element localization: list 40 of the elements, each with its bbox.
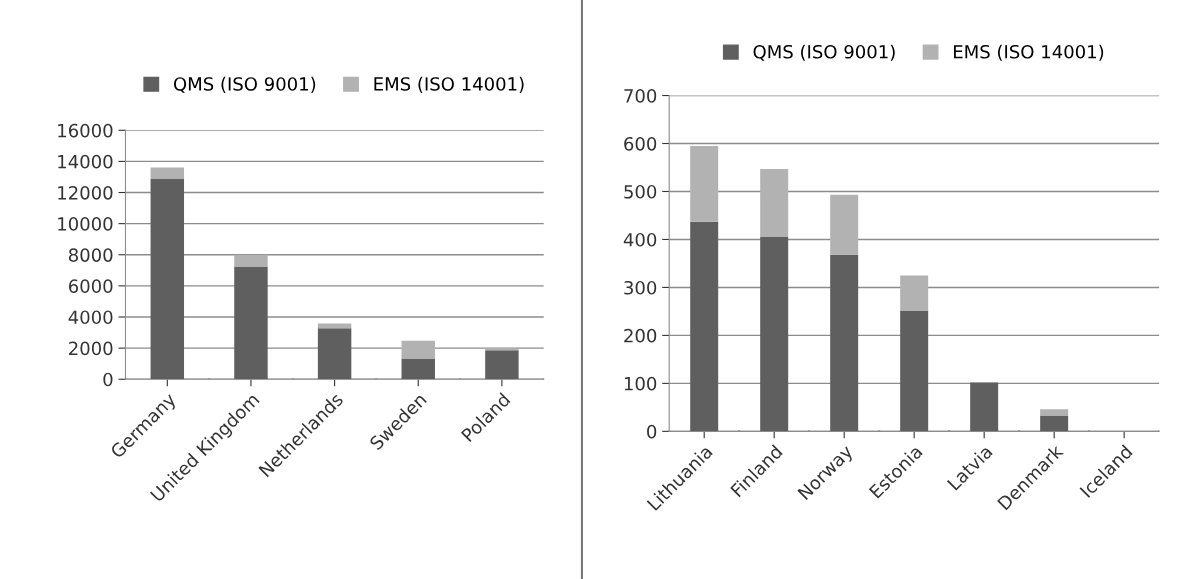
bar (760, 237, 789, 432)
bar (1040, 415, 1069, 432)
y-tick-label: 500 (624, 184, 657, 199)
bar (401, 340, 435, 359)
y-tick-label: 200 (624, 328, 657, 343)
y-tick-label: 0 (647, 424, 657, 439)
bar (1040, 409, 1069, 416)
y-tick-label: 400 (623, 232, 657, 247)
bar (830, 254, 859, 432)
bar (234, 254, 268, 267)
y-tick-label: 100 (624, 376, 657, 391)
bar (830, 194, 859, 255)
y-tick-label: 300 (624, 280, 657, 295)
bar (317, 328, 352, 380)
bar (900, 310, 929, 432)
bar (690, 221, 719, 432)
legend-label: EMS (ISO 14001) (954, 44, 1104, 61)
y-tick-label: 700 (624, 88, 657, 103)
y-tick-label: 4000 (68, 310, 113, 325)
bar (485, 350, 519, 380)
bar (150, 178, 185, 380)
legend-label: EMS (ISO 14001) (374, 76, 524, 93)
bar (234, 266, 268, 380)
bar (970, 382, 999, 432)
y-tick-label: 10000 (58, 217, 113, 231)
bar (690, 145, 719, 222)
bar (150, 167, 185, 179)
y-tick-label: 8000 (68, 248, 113, 262)
y-tick-label: 2000 (69, 341, 113, 356)
bar (900, 275, 929, 311)
y-tick-label: 16000 (58, 123, 113, 138)
y-tick-label: 12000 (58, 185, 113, 200)
legend-label: QMS (ISO 9001) (753, 44, 895, 61)
bar (401, 358, 435, 380)
y-tick-label: 0 (103, 372, 113, 387)
y-tick-label: 14000 (58, 154, 113, 169)
legend-label: QMS (ISO 9001) (173, 76, 316, 93)
bar (760, 168, 789, 238)
y-tick-label: 6000 (68, 279, 113, 293)
y-tick-label: 600 (624, 136, 657, 151)
